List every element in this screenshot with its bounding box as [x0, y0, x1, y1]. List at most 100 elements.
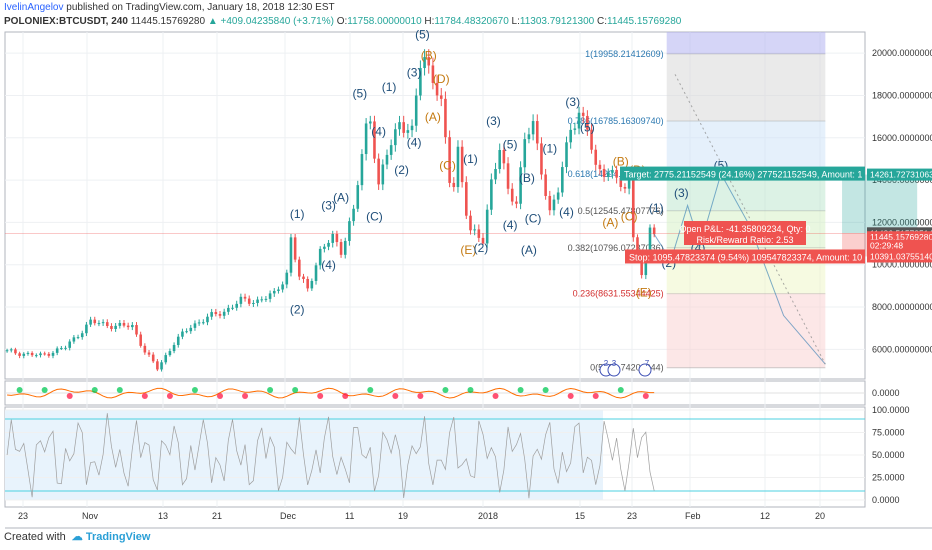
candle-body	[498, 150, 502, 169]
elliott-wave-label: (1)	[542, 142, 557, 156]
target-zone	[842, 174, 918, 234]
osc1-dot	[392, 393, 399, 399]
osc1-dot	[517, 387, 524, 393]
elliott-wave-label: (E)	[636, 285, 652, 299]
osc1-dot	[542, 387, 549, 393]
us-flag-2-icon	[607, 363, 621, 377]
elliott-wave-label: (1)	[463, 152, 478, 166]
candle-body	[72, 337, 76, 342]
time-axis-tick: Feb	[685, 511, 701, 521]
elliott-wave-label: (4)	[503, 218, 518, 232]
price-tag-text: 10391.03755140	[870, 251, 932, 261]
candle-body	[506, 163, 510, 189]
candle-body	[477, 229, 481, 238]
elliott-wave-label: (4)	[371, 125, 386, 139]
close-value: 11445.15769280	[607, 16, 682, 27]
candle-body	[30, 352, 34, 356]
elliott-wave-label: (B)	[519, 171, 535, 185]
fib-zone	[666, 293, 826, 368]
candle-body	[289, 237, 293, 273]
osc1-dot	[367, 387, 374, 393]
candle-body	[55, 348, 59, 353]
published-text: published on TradingView.com, January 18…	[66, 2, 335, 13]
candle-body	[151, 354, 155, 362]
candle-body	[456, 146, 460, 188]
osc1-dot	[292, 387, 299, 393]
fib-zone	[666, 121, 826, 174]
candle-body	[385, 154, 389, 165]
candle-body	[611, 169, 614, 173]
event-count: 7	[645, 359, 650, 368]
candle-body	[469, 215, 472, 231]
created-with-text: Created with	[4, 530, 66, 543]
candle-body	[352, 208, 355, 222]
candle-body	[331, 233, 335, 243]
candle-body	[569, 129, 572, 143]
osc1-dot	[342, 393, 349, 399]
candle-body	[39, 353, 42, 356]
candle-body	[435, 82, 439, 96]
tradingview-logo-icon[interactable]: ☁ TradingView	[71, 531, 151, 543]
candle-body	[285, 272, 289, 285]
price-axis-tick: 12000.00000000	[872, 217, 932, 227]
fib-level-label: 1(19958.21412609)	[585, 49, 664, 59]
elliott-wave-label: (E)	[460, 243, 476, 257]
candle-body	[561, 167, 564, 193]
time-axis-tick: 23	[627, 511, 637, 521]
elliott-wave-label: (5)	[580, 120, 595, 134]
time-axis-tick: 23	[18, 511, 28, 521]
candle-body	[548, 195, 552, 211]
candle-body	[185, 331, 188, 333]
candle-body	[485, 209, 489, 244]
candle-body	[636, 237, 639, 259]
candle-body	[51, 352, 55, 356]
candle-body	[556, 192, 560, 200]
elliott-wave-label: (D)	[433, 72, 450, 86]
pnl-text: Open P&L: -41.35809234, Qty: 0	[679, 224, 810, 234]
elliott-wave-label: (3)	[565, 95, 580, 109]
candle-body	[47, 353, 51, 356]
candle-body	[444, 98, 447, 138]
event-count: 2	[604, 359, 609, 368]
elliott-wave-label: (A)	[602, 216, 618, 230]
event-count: 3	[612, 359, 617, 368]
candle-body	[648, 227, 652, 259]
osc1-dot	[41, 387, 48, 393]
price-chart[interactable]: 20000.00000000 18000.00000000 16000.000000…	[0, 0, 932, 530]
footer: Created with ☁ TradingView	[4, 530, 151, 544]
fib-zone	[666, 32, 826, 55]
high-label: H:	[424, 16, 435, 27]
elliott-wave-label: (2)	[290, 302, 305, 316]
candle-body	[168, 351, 172, 356]
candle-body	[410, 125, 414, 131]
fib-level-label: 0(5132.74202944)	[590, 363, 664, 373]
candle-body	[164, 355, 168, 363]
price-tag-text: 14261.72731063	[870, 170, 932, 180]
candle-body	[268, 293, 272, 299]
candle-body	[523, 139, 527, 168]
candle-body	[85, 324, 88, 334]
time-axis-tick: 12	[760, 511, 770, 521]
candle-body	[101, 322, 105, 324]
osc1-dot	[91, 387, 98, 393]
candle-body	[126, 325, 130, 328]
candle-body	[181, 331, 184, 337]
elliott-wave-label: (4)	[321, 258, 336, 272]
time-axis-tick: 13	[158, 511, 168, 521]
candle-body	[598, 164, 602, 169]
candle-body	[465, 182, 468, 216]
candle-body	[214, 312, 218, 315]
candle-body	[577, 112, 581, 129]
us-flag-3-icon	[638, 363, 652, 377]
author-link[interactable]: IvelinAngelov	[4, 2, 64, 13]
candle-body	[427, 57, 431, 66]
candle-body	[9, 349, 13, 351]
risk-reward-text: Risk/Reward Ratio: 2.53	[696, 235, 793, 245]
candle-body	[97, 323, 101, 325]
elliott-wave-label: (1)	[290, 207, 305, 221]
fib-level-label: 0.236(8631.55344425)	[573, 289, 664, 299]
candle-body	[368, 121, 372, 124]
elliott-wave-label: (5)	[353, 87, 368, 101]
fib-level-label: 0.5(12545.47807776)	[578, 206, 664, 216]
candle-body	[398, 122, 401, 130]
